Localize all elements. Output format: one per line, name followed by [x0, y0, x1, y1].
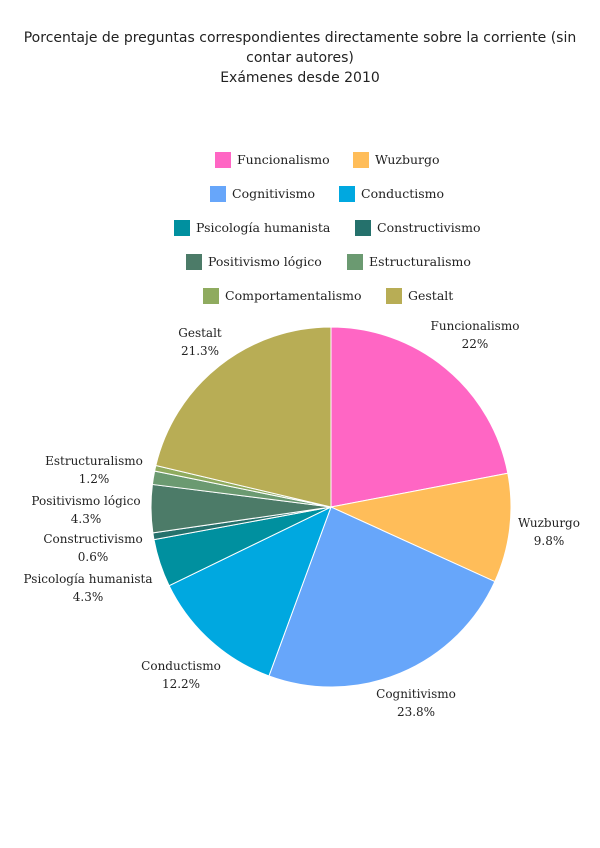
legend-label-cognitivismo: Cognitivismo: [232, 186, 315, 201]
slice-label-wuzburgo: Wuzburgo: [518, 516, 580, 530]
slice-value-psicologia-humanista: 4.3%: [73, 590, 104, 604]
legend-label-estructuralismo: Estructuralismo: [369, 254, 471, 269]
legend-swatch-cognitivismo: [210, 186, 226, 202]
slice-value-constructivismo: 0.6%: [78, 550, 109, 564]
legend-label-psicologia-humanista: Psicología humanista: [196, 220, 331, 235]
slice-value-wuzburgo: 9.8%: [534, 534, 565, 548]
slice-value-conductismo: 12.2%: [162, 677, 200, 691]
chart-title-line-3: Exámenes desde 2010: [220, 70, 380, 86]
slice-cognitivismo: [268, 506, 496, 688]
legend-swatch-gestalt: [386, 288, 402, 304]
legend-swatch-positivismo-logico: [186, 254, 202, 270]
slice-conductismo: [168, 506, 332, 677]
chart-title-line-1: Porcentaje de preguntas correspondientes…: [23, 30, 577, 46]
slice-label-estructuralismo: Estructuralismo: [45, 454, 143, 468]
legend-swatch-comportamentalismo: [203, 288, 219, 304]
slice-label-conductismo: Conductismo: [141, 659, 221, 673]
legend-swatch-wuzburgo: [353, 152, 369, 168]
slice-value-positivismo-logico: 4.3%: [71, 512, 102, 526]
slice-value-funcionalismo: 22%: [462, 337, 489, 351]
legend-swatch-conductismo: [339, 186, 355, 202]
legend-label-funcionalismo: Funcionalismo: [237, 152, 330, 167]
slice-value-estructuralismo: 1.2%: [79, 472, 110, 486]
legend-label-conductismo: Conductismo: [361, 186, 444, 201]
slice-label-positivismo-logico: Positivismo lógico: [31, 494, 140, 508]
slice-wuzburgo: [329, 472, 512, 583]
slice-label-cognitivismo: Cognitivismo: [376, 687, 456, 701]
legend-label-constructivismo: Constructivismo: [377, 220, 480, 235]
legend: Funcionalismo Wuzburgo Cognitivismo Conduct…: [174, 152, 480, 304]
legend-swatch-funcionalismo: [215, 152, 231, 168]
slice-funcionalismo: [330, 326, 509, 508]
legend-swatch-constructivismo: [355, 220, 371, 236]
slice-label-gestalt: Gestalt: [178, 326, 222, 340]
legend-label-positivismo-logico: Positivismo lógico: [208, 254, 322, 269]
chart-title: Porcentaje de preguntas correspondientes…: [0, 28, 600, 88]
legend-swatch-psicologia-humanista: [174, 220, 190, 236]
legend-label-comportamentalismo: Comportamentalismo: [225, 288, 362, 303]
chart-title-line-2: contar autores): [246, 50, 354, 66]
pie-slices: [150, 326, 512, 688]
slice-value-gestalt: 21.3%: [181, 344, 219, 358]
legend-swatch-estructuralismo: [347, 254, 363, 270]
slice-label-funcionalismo: Funcionalismo: [431, 319, 520, 333]
slice-gestalt: [155, 326, 332, 508]
legend-label-gestalt: Gestalt: [408, 288, 453, 303]
slice-label-constructivismo: Constructivismo: [43, 532, 142, 546]
legend-label-wuzburgo: Wuzburgo: [375, 152, 440, 167]
slice-value-cognitivismo: 23.8%: [397, 705, 435, 719]
slice-labels: Funcionalismo 22% Wuzburgo 9.8% Cognitivismo…: [24, 319, 580, 719]
slice-label-psicologia-humanista: Psicología humanista: [24, 572, 153, 586]
